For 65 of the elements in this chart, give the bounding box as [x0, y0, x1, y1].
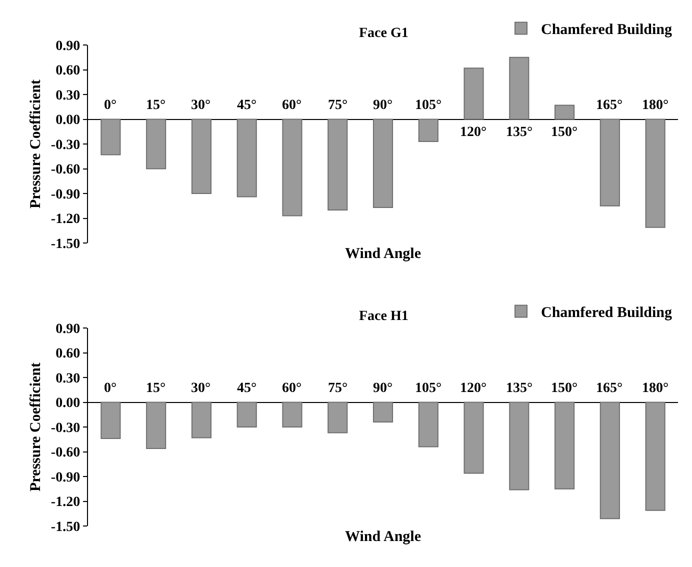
y-tick-label: 0.90 — [56, 322, 80, 337]
x-tick-label: 180° — [642, 98, 669, 113]
x-axis-title: Wind Angle — [344, 246, 422, 262]
x-tick-label: 15° — [146, 98, 166, 113]
x-tick-label: 135° — [506, 381, 533, 396]
x-tick-label: 15° — [146, 381, 166, 396]
bar — [509, 56, 530, 120]
x-tick-label: 135° — [506, 125, 533, 140]
x-tick-label: 120° — [460, 381, 487, 396]
y-tick-label: 0.30 — [56, 88, 80, 104]
y-tick-label: -0.30 — [50, 138, 80, 153]
bar — [464, 68, 484, 120]
bar — [100, 118, 121, 156]
x-tick-label: 45° — [237, 381, 257, 396]
bar — [418, 118, 438, 142]
chart-title: Face G1 — [359, 26, 408, 41]
bar — [146, 118, 166, 170]
y-tick-label: -0.90 — [50, 187, 80, 202]
x-tick-label: 150° — [551, 381, 578, 396]
x-tick-label: 105° — [415, 98, 442, 113]
bar — [282, 118, 302, 216]
y-tick-label: -1.50 — [50, 520, 80, 535]
bar — [554, 104, 575, 120]
x-tick-label: 150° — [551, 125, 578, 140]
y-tick-label: -0.60 — [50, 162, 80, 178]
x-tick-label: 60° — [282, 98, 302, 113]
x-tick-label: 60° — [282, 381, 302, 396]
y-tick-label: 0.60 — [56, 64, 80, 79]
x-tick-label: 90° — [373, 381, 393, 396]
x-tick-label: 30° — [191, 381, 211, 396]
x-tick-label: 45° — [237, 98, 257, 113]
y-tick-label: 0.30 — [56, 371, 80, 386]
y-axis-title: Pressure Coefficient — [28, 80, 44, 208]
y-tick-label: 0.90 — [56, 38, 80, 54]
y-tick-label: -0.90 — [50, 470, 80, 486]
legend-label: Chamfered Building — [541, 305, 672, 322]
x-tick-label: 180° — [642, 381, 669, 396]
x-tick-label: 105° — [415, 381, 442, 396]
chart-title: Face H1 — [359, 309, 408, 324]
y-tick-label: 0.00 — [56, 113, 80, 128]
x-tick-label: 30° — [191, 98, 211, 113]
legend-label: Chamfered Building — [541, 22, 672, 38]
x-axis-title: Wind Angle — [344, 529, 422, 545]
bar — [236, 118, 257, 198]
x-tick-label: 75° — [328, 98, 348, 113]
bar — [600, 118, 620, 206]
y-tick-label: -0.30 — [50, 420, 80, 436]
x-tick-label: 120° — [460, 125, 487, 140]
x-tick-label: 0° — [104, 381, 117, 396]
bar — [372, 118, 394, 208]
y-tick-label: -1.20 — [50, 212, 80, 228]
y-tick-label: -0.60 — [50, 446, 80, 461]
y-tick-label: -1.50 — [50, 236, 80, 252]
y-tick-label: 0.60 — [56, 346, 80, 362]
bar — [645, 118, 666, 228]
x-tick-label: 75° — [328, 381, 348, 396]
y-tick-label: 0.00 — [56, 396, 80, 412]
x-tick-label: 165° — [596, 381, 623, 396]
x-tick-label: 165° — [596, 98, 623, 113]
bar — [328, 118, 348, 210]
y-tick-label: -1.20 — [50, 495, 80, 510]
x-tick-label: 90° — [373, 98, 393, 113]
bar — [191, 118, 212, 194]
x-tick-label: 0° — [104, 98, 117, 113]
y-axis-title: Pressure Coefficient — [28, 362, 44, 492]
